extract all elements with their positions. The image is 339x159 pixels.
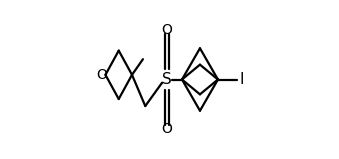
Text: I: I [239, 72, 243, 87]
Text: S: S [162, 72, 172, 87]
Text: O: O [162, 23, 173, 37]
Text: O: O [162, 122, 173, 136]
Text: O: O [97, 68, 107, 82]
